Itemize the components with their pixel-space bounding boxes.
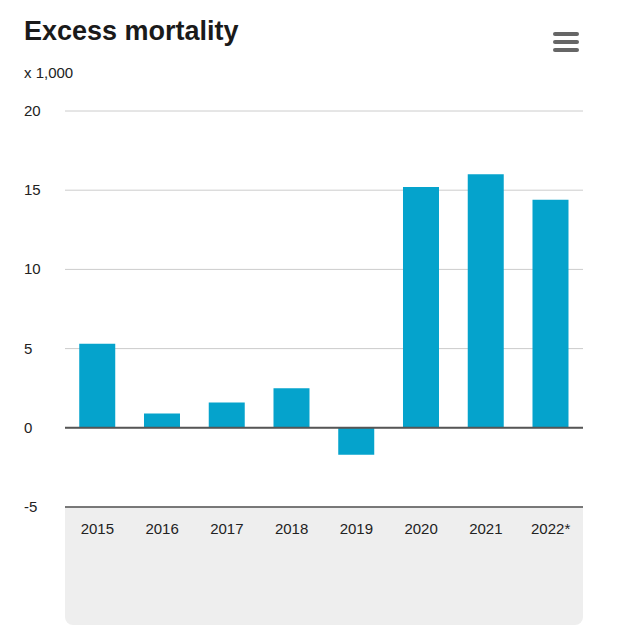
html-text:Excess mortality: Excess mortality [24,16,239,46]
svg-text:5: 5 [24,340,32,357]
svg-text:15: 15 [24,181,41,198]
svg-text:2022*: 2022* [531,520,570,537]
svg-text:2015: 2015 [81,520,114,537]
svg-text:2021: 2021 [469,520,502,537]
svg-text:2019: 2019 [340,520,373,537]
svg-text:2016: 2016 [145,520,178,537]
svg-text:20: 20 [24,102,41,119]
svg-text:2018: 2018 [275,520,308,537]
svg-text:2020: 2020 [404,520,437,537]
svg-text:-5: -5 [24,498,37,515]
svg-text:2017: 2017 [210,520,243,537]
svg-text:10: 10 [24,260,41,277]
html-text:x 1,000: x 1,000 [24,64,74,81]
svg-text:0: 0 [24,419,32,436]
